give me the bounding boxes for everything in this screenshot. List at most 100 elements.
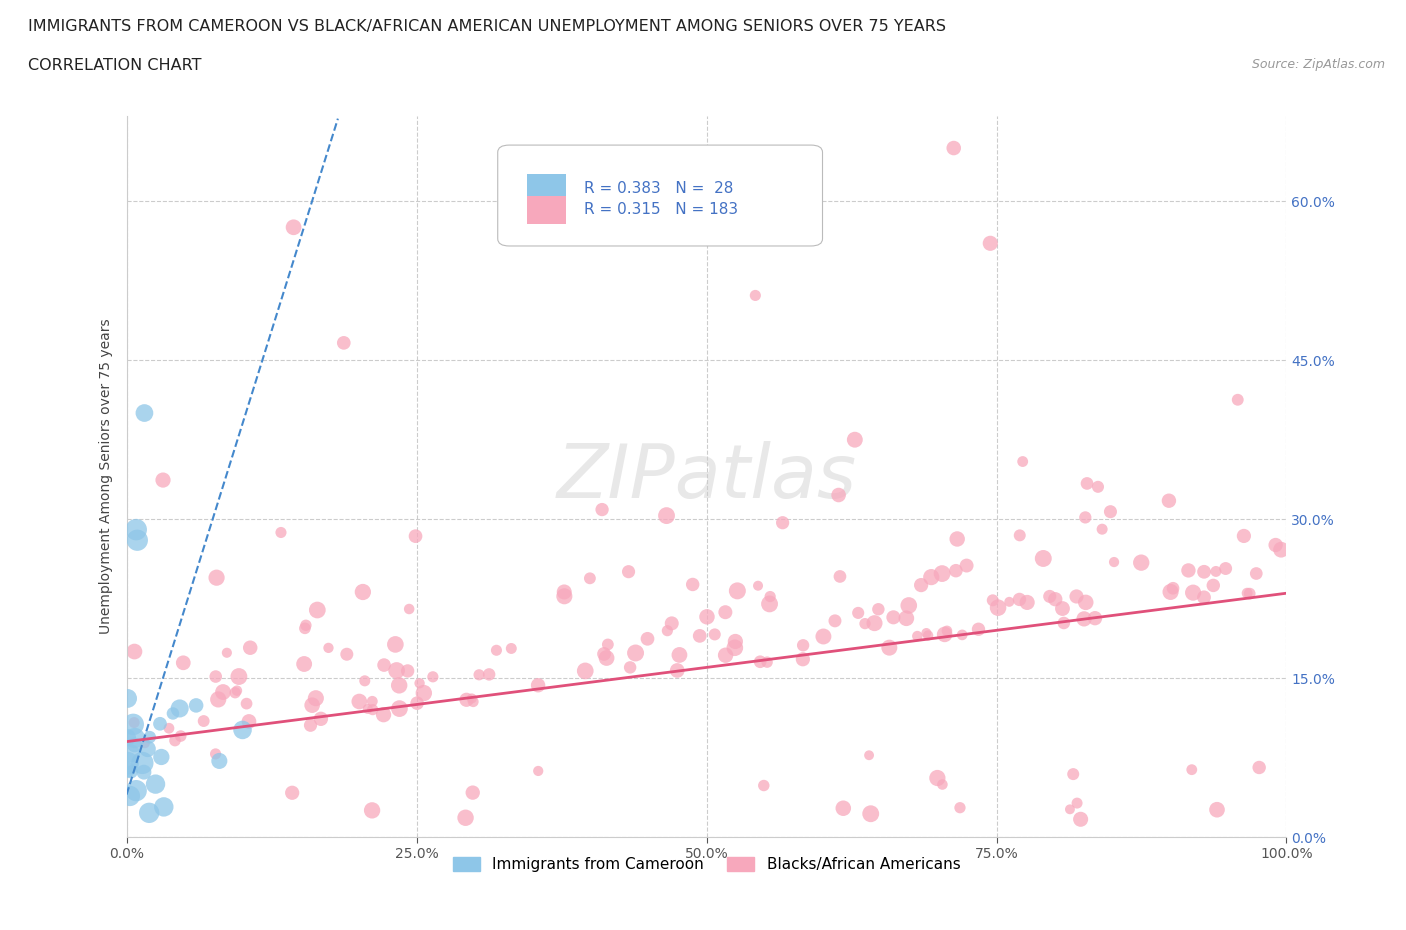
Point [725,583,748,598]
Point [224,685,246,700]
Point [1202,578,1225,592]
Point [134,405,156,420]
Point [1045,591,1067,606]
Point [124,731,146,746]
Point [917,628,939,643]
Point [136,741,159,756]
Point [215,645,238,660]
Point [619,660,641,675]
Point [1076,476,1098,491]
Point [724,641,747,656]
Point [744,288,766,303]
Point [186,698,208,713]
Point [131,755,153,770]
Point [931,777,953,792]
Point [1181,763,1204,777]
FancyBboxPatch shape [498,145,823,246]
Point [228,669,250,684]
Point [1074,595,1097,610]
Point [714,648,737,663]
Point [117,756,139,771]
Point [125,783,148,798]
Point [666,663,689,678]
Point [1053,616,1076,631]
Point [1087,479,1109,494]
Point [115,763,138,777]
Point [361,803,384,817]
Point [120,764,142,779]
Point [117,691,139,706]
Point [1130,555,1153,570]
Point [299,718,322,733]
Point [292,657,315,671]
Point [398,602,420,617]
Point [294,621,316,636]
Point [714,604,737,619]
Point [998,594,1021,609]
Point [412,685,434,700]
Point [1084,611,1107,626]
Point [942,140,965,155]
Point [1032,551,1054,566]
Point [949,800,972,815]
Point [1066,796,1088,811]
Point [361,702,384,717]
Point [122,715,145,730]
Point [931,566,953,581]
Point [689,629,711,644]
Point [593,646,616,661]
Point [1264,538,1286,552]
Point [170,728,193,743]
Point [1052,601,1074,616]
Point [157,721,180,736]
Point [162,706,184,721]
Point [792,652,814,667]
Point [759,589,782,604]
Point [858,748,880,763]
Point [1270,542,1292,557]
Point [1008,528,1031,543]
Point [1233,528,1256,543]
Point [127,533,149,548]
Point [682,577,704,591]
Point [138,730,162,745]
Point [979,236,1001,251]
Point [792,638,814,653]
Point [283,219,305,234]
Point [824,614,846,629]
Point [749,655,772,670]
Point [239,640,262,655]
Point [333,336,356,351]
Point [853,617,876,631]
Point [832,801,855,816]
Point [336,646,359,661]
Point [897,598,920,613]
Point [553,589,575,604]
Point [574,663,596,678]
Point [920,570,942,585]
Point [352,585,374,600]
Point [318,641,340,656]
Point [422,670,444,684]
Point [117,730,139,745]
Point [295,618,318,632]
Point [307,603,329,618]
Point [703,627,725,642]
Point [134,736,156,751]
Point [1239,586,1261,601]
Point [936,623,959,638]
Point [752,778,775,793]
Point [281,785,304,800]
Point [1062,766,1084,781]
Point [1074,510,1097,525]
Point [1249,760,1271,775]
Point [896,611,918,626]
Point [456,692,478,707]
Text: R = 0.383   N =  28: R = 0.383 N = 28 [583,180,733,196]
Point [396,663,419,678]
Point [132,764,155,779]
Point [349,694,371,709]
Point [118,789,141,804]
Point [905,629,928,644]
Point [595,651,617,666]
